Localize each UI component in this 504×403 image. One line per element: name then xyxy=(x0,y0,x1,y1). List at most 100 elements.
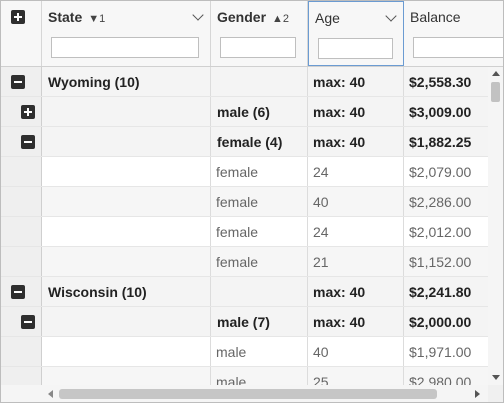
state-cell[interactable] xyxy=(42,247,211,277)
grid-header: State ▼1 Gender ▲2 Age Balance xyxy=(1,1,503,67)
column-header-gender[interactable]: Gender ▲2 xyxy=(211,1,308,66)
age-filter-input[interactable] xyxy=(318,38,393,59)
age-cell[interactable]: max: 40 xyxy=(308,307,404,337)
vertical-scroll-thumb[interactable] xyxy=(491,82,500,102)
age-cell[interactable]: 40 xyxy=(308,337,404,367)
gender-cell[interactable]: female xyxy=(211,157,308,187)
horizontal-scroll-thumb[interactable] xyxy=(59,389,437,399)
collapse-icon[interactable] xyxy=(21,135,35,149)
row-header-cell xyxy=(1,97,42,127)
column-header-age[interactable]: Age xyxy=(308,1,404,66)
table-row[interactable]: female 21 $1,152.00 xyxy=(1,247,503,277)
gender-cell[interactable]: female xyxy=(211,217,308,247)
gender-cell[interactable] xyxy=(211,67,308,97)
state-cell[interactable]: Wyoming (10) xyxy=(42,67,211,97)
balance-cell[interactable]: $2,012.00 xyxy=(404,217,503,247)
row-divider xyxy=(1,96,503,97)
gender-cell[interactable]: male (7) xyxy=(211,307,308,337)
row-divider xyxy=(1,306,503,307)
collapse-icon[interactable] xyxy=(11,75,25,89)
row-header-cell xyxy=(1,337,42,367)
balance-cell[interactable]: $1,152.00 xyxy=(404,247,503,277)
horizontal-scrollbar[interactable] xyxy=(1,385,488,402)
row-header-cell xyxy=(1,277,42,307)
scroll-down-icon[interactable] xyxy=(492,375,500,380)
column-header-state[interactable]: State ▼1 xyxy=(42,1,211,66)
scrollbar-corner xyxy=(488,385,503,402)
balance-cell[interactable]: $1,971.00 xyxy=(404,337,503,367)
table-row[interactable]: female 40 $2,286.00 xyxy=(1,187,503,217)
age-cell[interactable]: 40 xyxy=(308,187,404,217)
sort-indicator-gender: ▲2 xyxy=(272,13,290,25)
gender-cell[interactable]: female (4) xyxy=(211,127,308,157)
age-cell[interactable]: max: 40 xyxy=(308,97,404,127)
scroll-left-icon[interactable] xyxy=(48,390,53,398)
scroll-up-icon[interactable] xyxy=(492,71,500,76)
state-cell[interactable] xyxy=(42,307,211,337)
row-header-cell xyxy=(1,217,42,247)
group-row[interactable]: Wisconsin (10) max: 40 $2,241.80 xyxy=(1,277,503,307)
expand-icon[interactable] xyxy=(21,105,35,119)
row-divider xyxy=(1,366,503,367)
gender-filter-input[interactable] xyxy=(220,37,296,58)
row-divider xyxy=(1,126,503,127)
vertical-scrollbar[interactable] xyxy=(488,67,503,385)
group-row[interactable]: Wyoming (10) max: 40 $2,558.30 xyxy=(1,67,503,97)
gender-cell[interactable]: male (6) xyxy=(211,97,308,127)
age-cell[interactable]: 25 xyxy=(308,367,404,385)
row-divider xyxy=(1,276,503,277)
column-menu-icon[interactable] xyxy=(385,10,397,22)
balance-filter-input[interactable] xyxy=(413,37,503,58)
gender-cell[interactable]: female xyxy=(211,187,308,217)
state-filter-input[interactable] xyxy=(51,37,199,58)
balance-cell[interactable]: $2,000.00 xyxy=(404,307,503,337)
row-divider xyxy=(1,246,503,247)
group-row[interactable]: male (6) max: 40 $3,009.00 xyxy=(1,97,503,127)
expand-all-icon[interactable] xyxy=(11,10,25,24)
column-menu-icon[interactable] xyxy=(192,9,204,21)
gender-cell[interactable]: male xyxy=(211,367,308,385)
state-cell[interactable] xyxy=(42,367,211,385)
age-cell[interactable]: max: 40 xyxy=(308,127,404,157)
scroll-right-icon[interactable] xyxy=(475,390,480,398)
gender-cell[interactable]: male xyxy=(211,337,308,367)
group-row[interactable]: female (4) max: 40 $1,882.25 xyxy=(1,127,503,157)
grid-body: Wyoming (10) max: 40 $2,558.30 male (6) max:… xyxy=(1,67,503,385)
gender-cell[interactable]: female xyxy=(211,247,308,277)
state-cell[interactable]: Wisconsin (10) xyxy=(42,277,211,307)
age-cell[interactable]: max: 40 xyxy=(308,67,404,97)
row-header-cell xyxy=(1,67,42,97)
state-cell[interactable] xyxy=(42,97,211,127)
state-cell[interactable] xyxy=(42,187,211,217)
group-row[interactable]: male (7) max: 40 $2,000.00 xyxy=(1,307,503,337)
row-divider xyxy=(1,336,503,337)
age-cell[interactable]: max: 40 xyxy=(308,277,404,307)
table-row[interactable]: female 24 $2,012.00 xyxy=(1,217,503,247)
sort-indicator-state: ▼1 xyxy=(88,13,106,25)
row-header-cell xyxy=(1,307,42,337)
gender-cell[interactable] xyxy=(211,277,308,307)
state-cell[interactable] xyxy=(42,217,211,247)
age-cell[interactable]: 21 xyxy=(308,247,404,277)
balance-cell[interactable]: $2,241.80 xyxy=(404,277,503,307)
table-row[interactable]: female 24 $2,079.00 xyxy=(1,157,503,187)
state-cell[interactable] xyxy=(42,157,211,187)
state-cell[interactable] xyxy=(42,127,211,157)
balance-cell[interactable]: $2,558.30 xyxy=(404,67,503,97)
table-row[interactable]: male 25 $2,980.00 xyxy=(1,367,503,385)
state-cell[interactable] xyxy=(42,337,211,367)
age-cell[interactable]: 24 xyxy=(308,217,404,247)
balance-cell[interactable]: $2,079.00 xyxy=(404,157,503,187)
balance-cell[interactable]: $1,882.25 xyxy=(404,127,503,157)
age-cell[interactable]: 24 xyxy=(308,157,404,187)
row-header-cell xyxy=(1,127,42,157)
balance-cell[interactable]: $2,980.00 xyxy=(404,367,503,385)
column-header-balance[interactable]: Balance xyxy=(404,1,503,66)
row-header-cell xyxy=(1,367,42,385)
collapse-icon[interactable] xyxy=(21,315,35,329)
table-row[interactable]: male 40 $1,971.00 xyxy=(1,337,503,367)
balance-cell[interactable]: $2,286.00 xyxy=(404,187,503,217)
collapse-icon[interactable] xyxy=(11,285,25,299)
balance-cell[interactable]: $3,009.00 xyxy=(404,97,503,127)
